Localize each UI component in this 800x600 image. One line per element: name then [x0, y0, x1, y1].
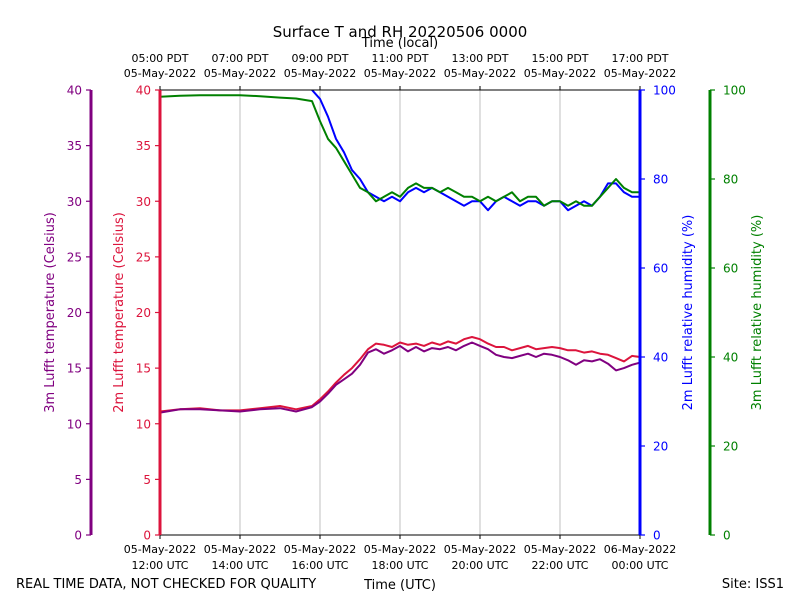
- y-axis-label-rh3m: 3m Lufft relative humidity (%): [750, 215, 765, 411]
- y-tick-label-rh2m: 60: [653, 262, 668, 276]
- series-line-rh3m: [160, 94, 640, 207]
- y-tick-label-rh3m: 40: [723, 351, 738, 365]
- x-tick-label-utc-time: 20:00 UTC: [451, 559, 508, 572]
- top-axis-label: Time (local): [361, 36, 438, 51]
- x-tick-label-local-time: 07:00 PDT: [211, 52, 268, 65]
- x-tick-label-local-date: 05-May-2022: [604, 67, 676, 80]
- y-tick-label-rh3m: 80: [723, 173, 738, 187]
- y-tick-label-t2m: 5: [143, 473, 151, 487]
- chart-title: Surface T and RH 20220506 0000: [273, 23, 528, 41]
- x-tick-label-local-date: 05-May-2022: [364, 67, 436, 80]
- y-tick-label-t3m: 40: [67, 84, 82, 98]
- x-tick-label-local-time: 17:00 PDT: [611, 52, 668, 65]
- y-tick-label-t3m: 5: [74, 473, 82, 487]
- x-tick-label-utc-date: 05-May-2022: [204, 543, 276, 556]
- quality-note: REAL TIME DATA, NOT CHECKED FOR QUALITY: [16, 577, 316, 592]
- y-tick-label-t2m: 0: [143, 529, 151, 543]
- y-tick-label-t3m: 35: [67, 139, 82, 153]
- y-tick-label-t2m: 40: [136, 84, 151, 98]
- y-axis-label-t2m: 2m Lufft temperature (Celsius): [112, 212, 127, 413]
- x-tick-label-utc-date: 05-May-2022: [444, 543, 516, 556]
- y-tick-label-t3m: 30: [67, 195, 82, 209]
- y-tick-label-rh2m: 100: [653, 84, 676, 98]
- x-tick-label-local-date: 05-May-2022: [444, 67, 516, 80]
- x-tick-label-utc-date: 06-May-2022: [604, 543, 676, 556]
- x-tick-label-local-date: 05-May-2022: [204, 67, 276, 80]
- y-tick-label-rh3m: 100: [723, 84, 746, 98]
- x-tick-label-local-time: 15:00 PDT: [531, 52, 588, 65]
- y-tick-label-t3m: 25: [67, 250, 82, 264]
- grid: [239, 90, 561, 535]
- x-tick-label-local-time: 09:00 PDT: [291, 52, 348, 65]
- y-tick-label-t2m: 25: [136, 250, 151, 264]
- x-tick-label-utc-date: 05-May-2022: [524, 543, 596, 556]
- x-tick-label-utc-time: 12:00 UTC: [131, 559, 188, 572]
- x-tick-label-local-date: 05-May-2022: [284, 67, 356, 80]
- y-axis-label-rh2m: 2m Lufft relative humidity (%): [681, 215, 696, 411]
- series-line-t3m: [160, 341, 640, 414]
- y-tick-label-rh3m: 20: [723, 440, 738, 454]
- y-tick-label-rh2m: 20: [653, 440, 668, 454]
- x-tick-label-utc-date: 05-May-2022: [364, 543, 436, 556]
- y-tick-label-rh2m: 0: [653, 529, 661, 543]
- series-line-t2m: [160, 336, 640, 413]
- y-tick-label-rh3m: 0: [723, 529, 731, 543]
- x-tick-label-utc-time: 16:00 UTC: [291, 559, 348, 572]
- bottom-axis-label: Time (UTC): [363, 578, 436, 593]
- x-tick-label-utc-time: 22:00 UTC: [531, 559, 588, 572]
- y-tick-label-rh2m: 80: [653, 173, 668, 187]
- y-tick-label-t2m: 35: [136, 139, 151, 153]
- series-layer: [160, 90, 640, 414]
- x-tick-label-utc-time: 14:00 UTC: [211, 559, 268, 572]
- x-tick-label-utc-time: 00:00 UTC: [611, 559, 668, 572]
- axes-layer: 05-May-2022 12:00 UTC 05:00 PDT 05-May-2022…: [43, 52, 765, 572]
- y-tick-label-t3m: 15: [67, 362, 82, 376]
- y-tick-label-t2m: 30: [136, 195, 151, 209]
- x-tick-label-local-date: 05-May-2022: [524, 67, 596, 80]
- x-tick-label-utc-date: 05-May-2022: [284, 543, 356, 556]
- x-tick-label-local-time: 05:00 PDT: [131, 52, 188, 65]
- y-tick-label-rh3m: 60: [723, 262, 738, 276]
- x-tick-label-utc-date: 05-May-2022: [124, 543, 196, 556]
- y-axis-label-t3m: 3m Lufft temperature (Celsius): [43, 212, 58, 413]
- y-tick-label-t3m: 0: [74, 529, 82, 543]
- y-tick-label-t2m: 20: [136, 306, 151, 320]
- y-tick-label-t2m: 15: [136, 362, 151, 376]
- y-tick-label-t3m: 20: [67, 306, 82, 320]
- x-tick-label-local-time: 11:00 PDT: [371, 52, 428, 65]
- site-label: Site: ISS1: [722, 577, 784, 592]
- x-tick-label-utc-time: 18:00 UTC: [371, 559, 428, 572]
- y-tick-label-t2m: 10: [136, 417, 151, 431]
- x-tick-label-local-time: 13:00 PDT: [451, 52, 508, 65]
- y-tick-label-t3m: 10: [67, 417, 82, 431]
- y-tick-label-rh2m: 40: [653, 351, 668, 365]
- series-line-rh2m: [311, 90, 640, 212]
- x-tick-label-local-date: 05-May-2022: [124, 67, 196, 80]
